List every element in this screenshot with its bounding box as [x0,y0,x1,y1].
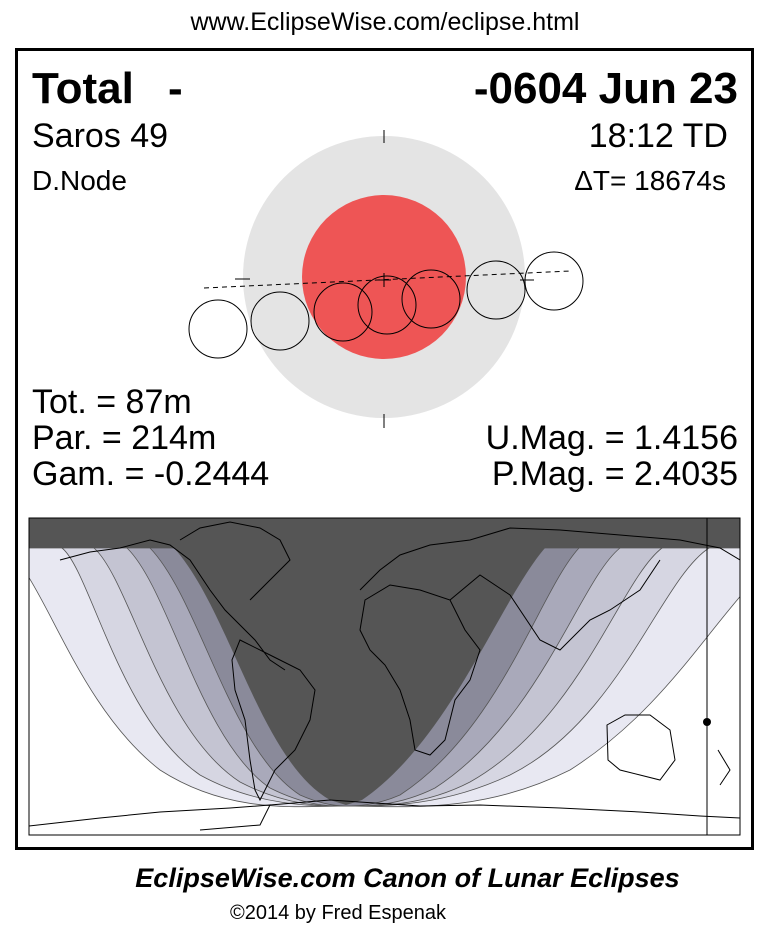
eclipse-time: 18:12 TD [588,117,728,155]
africa [359,584,481,756]
moon-p4 [524,251,584,311]
south-america [231,639,316,802]
moon-u2 [313,282,373,342]
footer-title: EclipseWise.com Canon of Lunar Eclipses [135,863,680,893]
australia [606,714,676,781]
antarctica [29,799,740,831]
night-v [174,548,545,805]
eclipse-date: -0604 Jun 23 [473,64,738,113]
north-america [59,521,291,671]
visibility-map [28,517,741,836]
node: D.Node [32,165,127,196]
night-region [29,518,740,549]
subsolar-point [703,718,711,726]
coastlines [29,521,740,831]
partial-duration: Par. = 214m [32,419,217,457]
moon-greatest [357,275,417,335]
moon-p1 [188,299,248,359]
moon-u1 [250,291,310,351]
header-url: www.EclipseWise.com/eclipse.html [190,8,580,36]
eclipse-panel [15,48,754,850]
totality-duration: Tot. = 87m [32,383,192,421]
eurasia [359,527,740,651]
delta-t: ΔT= 18674s [574,165,726,196]
penumbral-magnitude: P.Mag. = 2.4035 [491,455,738,493]
moon-positions [188,251,584,359]
moon-u3 [401,269,461,329]
gamma: Gam. = -0.2444 [32,455,270,493]
saros: Saros 49 [32,117,169,155]
shadow-center-cross [377,273,391,287]
eclipse-type-suffix: - [168,64,183,113]
eclipse-type: Total [32,64,134,113]
footer-copyright: ©2014 by Fred Espenak [230,902,446,924]
new-zealand [717,749,731,786]
umbral-magnitude: U.Mag. = 1.4156 [485,419,738,457]
moon-u4 [466,260,526,320]
shadow-diagram [188,130,584,428]
map-border [28,517,741,836]
